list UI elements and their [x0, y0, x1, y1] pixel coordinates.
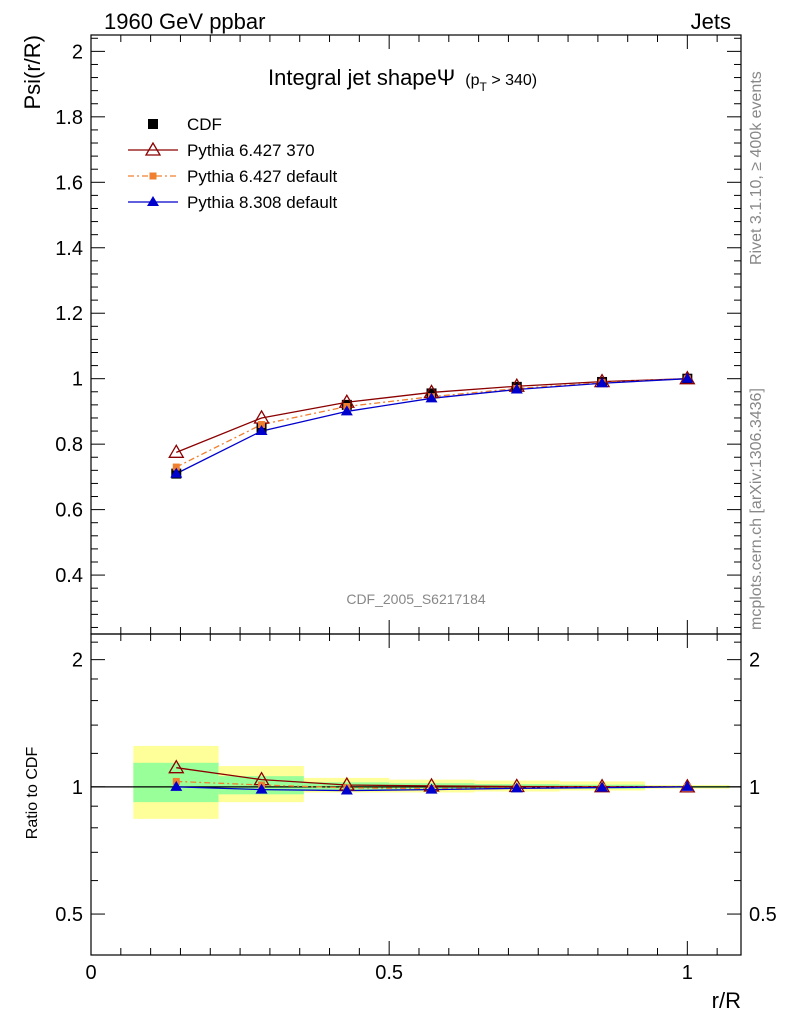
analysis-id: CDF_2005_S6217184 — [346, 591, 486, 607]
ratio-y-axis-label: Ratio to CDF — [24, 747, 41, 840]
legend-marker — [144, 141, 162, 156]
header-left: 1960 GeV ppbar — [104, 9, 265, 34]
data-point — [510, 383, 523, 394]
ratio-data-point — [168, 759, 185, 774]
legend-label: Pythia 8.308 default — [187, 193, 338, 212]
x-tick-label: 0.5 — [375, 962, 403, 984]
data-point — [258, 421, 266, 429]
chart-title: Integral jet shapeΨ (pT > 340) — [268, 65, 537, 94]
data-point — [596, 377, 609, 388]
ratio-data-point — [681, 780, 694, 791]
ratio-data-point — [255, 783, 268, 794]
rivet-version-label: Rivet 3.1.10, ≥ 400k events — [748, 71, 765, 265]
header-right: Jets — [691, 9, 731, 34]
data-point — [681, 372, 694, 383]
ratio-tick-label: 2 — [72, 650, 83, 672]
mcplots-label: mcplots.cern.ch [arXiv:1306.3436] — [748, 388, 765, 630]
data-point — [340, 405, 353, 416]
y-tick-label: 0.4 — [55, 565, 83, 587]
y-tick-label: 1.6 — [55, 172, 83, 194]
data-point — [168, 444, 185, 458]
x-tick-label: 0 — [85, 962, 96, 984]
data-point — [170, 467, 183, 478]
legend-label: Pythia 6.427 370 — [187, 141, 315, 160]
legend-marker — [148, 119, 158, 129]
x-axis-label: r/R — [712, 988, 741, 1013]
ratio-tick-label: 1 — [749, 777, 760, 799]
legend-marker — [147, 196, 159, 206]
ratio-tick-label: 1 — [72, 777, 83, 799]
ratio-data-point — [510, 782, 523, 793]
ratio-tick-label: 0.5 — [749, 904, 777, 926]
y-tick-label: 1.4 — [55, 238, 83, 260]
y-tick-label: 1.8 — [55, 107, 83, 129]
x-tick-label: 1 — [682, 962, 693, 984]
y-axis-label: Psi(r/R) — [20, 35, 45, 110]
legend-label: Pythia 6.427 default — [187, 167, 338, 186]
ratio-plot-frame — [90, 633, 742, 956]
y-tick-label: 0.8 — [55, 434, 83, 456]
ratio-data-point — [340, 784, 353, 795]
y-tick-label: 1.2 — [55, 303, 83, 325]
data-point — [172, 463, 180, 471]
legend-label: CDF — [187, 115, 222, 134]
ratio-data-point — [425, 783, 438, 794]
ratio-tick-label: 0.5 — [55, 904, 83, 926]
ratio-data-point — [170, 780, 183, 791]
legend-marker — [149, 172, 157, 180]
y-tick-label: 1 — [72, 369, 83, 391]
data-point — [255, 425, 268, 436]
ratio-tick-label: 2 — [749, 650, 760, 672]
data-point — [425, 392, 438, 403]
y-tick-label: 2 — [72, 41, 83, 63]
y-tick-label: 0.6 — [55, 500, 83, 522]
ratio-data-point — [596, 781, 609, 792]
